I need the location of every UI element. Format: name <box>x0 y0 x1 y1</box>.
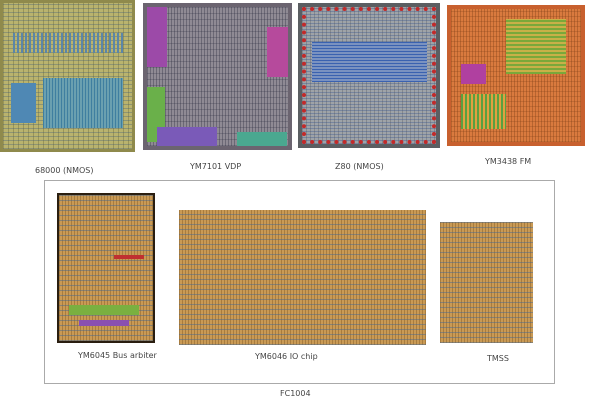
die-photo-68000 <box>0 0 135 152</box>
label-ym7101: YM7101 VDP <box>190 162 242 171</box>
label-ym6046: YM6046 IO chip <box>255 352 318 361</box>
label-fc1004: FC1004 <box>280 389 311 398</box>
fc1004-frame <box>44 180 555 384</box>
die-photo-ym3438 <box>447 5 585 146</box>
die-photo-z80 <box>298 3 440 148</box>
label-z80: Z80 (NMOS) <box>335 162 384 171</box>
die-photo-ym6046 <box>179 210 426 345</box>
die-photo-tmss <box>440 222 533 343</box>
die-photo-ym7101 <box>143 3 292 150</box>
die-photo-ym6045 <box>57 193 155 343</box>
label-ym6045: YM6045 Bus arbiter <box>78 351 157 360</box>
label-tmss: TMSS <box>487 354 509 363</box>
label-ym3438: YM3438 FM <box>485 157 532 166</box>
label-68000: 68000 (NMOS) <box>35 166 94 175</box>
